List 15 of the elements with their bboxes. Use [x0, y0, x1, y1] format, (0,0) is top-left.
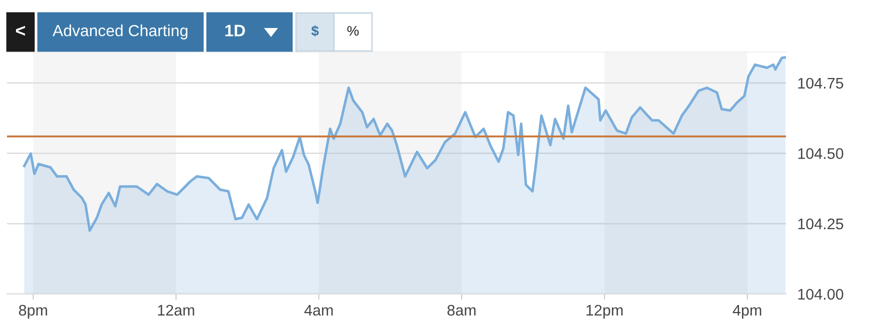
text: $ — [311, 25, 319, 37]
x-tick-label: 4pm — [732, 304, 762, 319]
x-tick-label: 8pm — [18, 304, 48, 319]
x-tick-label: 8am — [447, 304, 476, 316]
x-tick-label: 12pm — [586, 304, 623, 319]
y-tick-label: 104.50 — [798, 148, 844, 159]
x-tick-label: 4am — [304, 304, 333, 316]
text: 1D — [225, 24, 245, 36]
y-tick-label: 104.25 — [798, 218, 844, 230]
y-tick-label: 104.00 — [798, 288, 844, 300]
text: % — [347, 26, 359, 36]
text: < — [16, 26, 26, 36]
text: Advanced Charting — [52, 24, 188, 40]
y-tick-label: 104.75 — [798, 78, 844, 89]
x-tick-label: 12am — [158, 304, 194, 316]
